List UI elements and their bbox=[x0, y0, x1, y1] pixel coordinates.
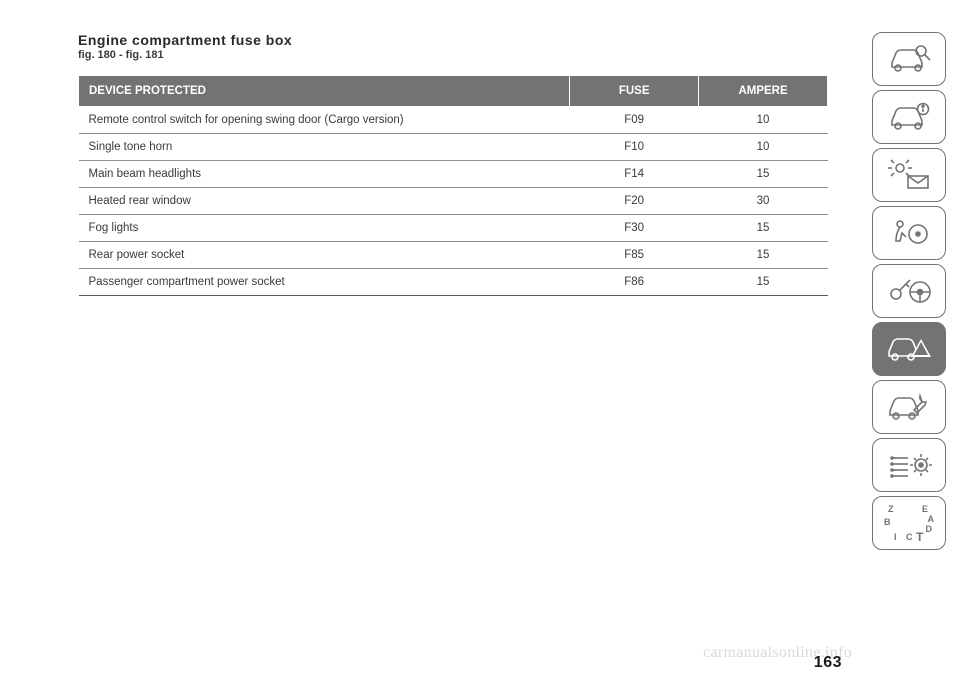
table-row: Main beam headlights F14 15 bbox=[79, 161, 828, 188]
cell-device: Main beam headlights bbox=[79, 161, 570, 188]
cell-ampere: 10 bbox=[699, 107, 828, 134]
cell-device: Rear power socket bbox=[79, 242, 570, 269]
figure-reference: fig. 180 - fig. 181 bbox=[78, 49, 828, 61]
nav-servicing-care[interactable] bbox=[872, 380, 946, 434]
cell-fuse: F85 bbox=[570, 242, 699, 269]
cell-fuse: F14 bbox=[570, 161, 699, 188]
table-row: Heated rear window F20 30 bbox=[79, 188, 828, 215]
nav-safety[interactable] bbox=[872, 206, 946, 260]
cell-fuse: F30 bbox=[570, 215, 699, 242]
nav-knowing-instrument-panel[interactable] bbox=[872, 90, 946, 144]
nav-warning-lights[interactable] bbox=[872, 148, 946, 202]
nav-starting-driving[interactable] bbox=[872, 264, 946, 318]
cell-ampere: 15 bbox=[699, 215, 828, 242]
column-header-ampere: AMPERE bbox=[699, 76, 828, 107]
nav-knowing-your-car[interactable] bbox=[872, 32, 946, 86]
table-row: Single tone horn F10 10 bbox=[79, 134, 828, 161]
table-row: Fog lights F30 15 bbox=[79, 215, 828, 242]
cell-device: Single tone horn bbox=[79, 134, 570, 161]
lights-mail-icon bbox=[886, 158, 932, 192]
table-row: Rear power socket F85 15 bbox=[79, 242, 828, 269]
section-title: Engine compartment fuse box bbox=[78, 32, 828, 48]
column-header-device: DEVICE PROTECTED bbox=[79, 76, 570, 107]
airbag-icon bbox=[886, 216, 932, 250]
car-service-icon bbox=[886, 390, 932, 424]
cell-fuse: F20 bbox=[570, 188, 699, 215]
cell-ampere: 10 bbox=[699, 134, 828, 161]
alphabet-index-icon: Z E B A D I C T bbox=[884, 504, 934, 542]
table-row: Passenger compartment power socket F86 1… bbox=[79, 269, 828, 296]
fuse-box-table: DEVICE PROTECTED FUSE AMPERE Remote cont… bbox=[78, 75, 828, 296]
cell-fuse: F10 bbox=[570, 134, 699, 161]
nav-in-emergency[interactable] bbox=[872, 322, 946, 376]
cell-device: Fog lights bbox=[79, 215, 570, 242]
cell-fuse: F09 bbox=[570, 107, 699, 134]
cell-device: Heated rear window bbox=[79, 188, 570, 215]
cell-ampere: 15 bbox=[699, 161, 828, 188]
page-number: 163 bbox=[0, 654, 842, 672]
cell-device: Remote control switch for opening swing … bbox=[79, 107, 570, 134]
key-steering-icon bbox=[886, 274, 932, 308]
cell-ampere: 15 bbox=[699, 242, 828, 269]
nav-technical-data[interactable] bbox=[872, 438, 946, 492]
cell-fuse: F86 bbox=[570, 269, 699, 296]
car-warning-icon bbox=[885, 331, 933, 367]
cell-ampere: 15 bbox=[699, 269, 828, 296]
column-header-fuse: FUSE bbox=[570, 76, 699, 107]
section-nav-sidebar: Z E B A D I C T bbox=[872, 32, 946, 550]
cell-ampere: 30 bbox=[699, 188, 828, 215]
list-gear-icon bbox=[886, 448, 932, 482]
nav-alphabetical-index[interactable]: Z E B A D I C T bbox=[872, 496, 946, 550]
table-row: Remote control switch for opening swing … bbox=[79, 107, 828, 134]
cell-device: Passenger compartment power socket bbox=[79, 269, 570, 296]
car-info-icon bbox=[886, 100, 932, 134]
car-search-icon bbox=[886, 42, 932, 76]
